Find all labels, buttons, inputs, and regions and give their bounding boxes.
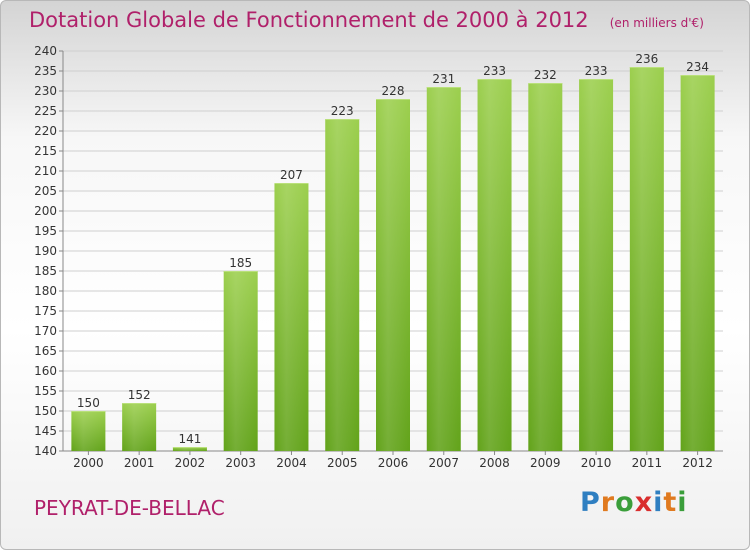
y-tick-label: 170 <box>34 324 57 338</box>
y-tick-label: 200 <box>34 204 57 218</box>
x-tick-label: 2011 <box>632 456 663 470</box>
data-labels: 150 152 141 185 207 223 228 231 233 232 233 236 234 <box>77 52 709 446</box>
y-tick-label: 175 <box>34 304 57 318</box>
bar-shine <box>172 447 207 451</box>
y-tick-label: 240 <box>34 44 57 58</box>
bar-shine <box>426 87 461 451</box>
x-tick-label: 2008 <box>479 456 510 470</box>
y-tick-label: 140 <box>34 444 57 458</box>
data-label: 233 <box>585 64 608 78</box>
data-label: 223 <box>331 104 354 118</box>
y-tick-label: 230 <box>34 84 57 98</box>
x-tick-label: 2005 <box>327 456 358 470</box>
data-label: 152 <box>128 388 151 402</box>
bar-shine <box>477 79 512 451</box>
logo-letter: o <box>615 487 635 518</box>
y-tick-label: 150 <box>34 404 57 418</box>
proxiti-logo[interactable]: Proxiti <box>580 487 688 518</box>
logo-letter: x <box>634 487 654 518</box>
data-label: 232 <box>534 68 557 82</box>
y-tick-label: 160 <box>34 364 57 378</box>
logo-letter: t <box>663 487 678 518</box>
chart-title: Dotation Globale de Fonctionnement de 20… <box>29 8 589 32</box>
logo-letter: P <box>580 487 601 518</box>
x-tick-label: 2000 <box>73 456 104 470</box>
bar-shine <box>325 119 360 451</box>
y-tick-label: 190 <box>34 244 57 258</box>
y-tick-label: 210 <box>34 164 57 178</box>
logo-letter: i <box>677 487 688 518</box>
y-tick-label: 145 <box>34 424 57 438</box>
data-label: 234 <box>686 60 709 74</box>
bar-shine <box>274 183 309 451</box>
y-tick-label: 180 <box>34 284 57 298</box>
bars <box>71 67 715 451</box>
x-tick-label: 2004 <box>276 456 307 470</box>
bar-shine <box>528 83 563 451</box>
logo-letter: i <box>653 487 664 518</box>
data-label: 231 <box>432 72 455 86</box>
bar-shine <box>376 99 410 451</box>
bar-shine <box>71 411 106 451</box>
x-tick-label: 2003 <box>225 456 256 470</box>
x-tick-label: 2006 <box>378 456 409 470</box>
data-label: 185 <box>229 256 252 270</box>
bar-shine <box>680 75 715 451</box>
data-label: 236 <box>635 52 658 66</box>
logo-letter: r <box>600 487 616 518</box>
y-tick-label: 165 <box>34 344 57 358</box>
x-tick-label: 2002 <box>175 456 206 470</box>
data-label: 207 <box>280 168 303 182</box>
x-tick-label: 2010 <box>581 456 612 470</box>
data-label: 150 <box>77 396 100 410</box>
y-tick-label: 220 <box>34 124 57 138</box>
commune-name: PEYRAT-DE-BELLAC <box>34 496 225 520</box>
bar-shine <box>223 271 258 451</box>
y-tick-label: 235 <box>34 64 57 78</box>
x-tick-label: 2012 <box>682 456 713 470</box>
y-tick-label: 215 <box>34 144 57 158</box>
y-tick-label: 185 <box>34 264 57 278</box>
chart-subtitle: (en milliers d'€) <box>609 16 704 30</box>
y-tick-label: 155 <box>34 384 57 398</box>
title-row: Dotation Globale de Fonctionnement de 20… <box>29 8 704 32</box>
bar-shine <box>122 403 157 451</box>
bar-shine <box>579 79 614 451</box>
x-tick-label: 2001 <box>124 456 155 470</box>
y-tick-label: 195 <box>34 224 57 238</box>
data-label: 228 <box>382 84 405 98</box>
data-label: 233 <box>483 64 506 78</box>
y-tick-label: 225 <box>34 104 57 118</box>
bar-shine <box>629 67 664 451</box>
x-tick-label: 2009 <box>530 456 561 470</box>
y-tick-label: 205 <box>34 184 57 198</box>
x-tick-label: 2007 <box>428 456 459 470</box>
data-label: 141 <box>178 432 201 446</box>
